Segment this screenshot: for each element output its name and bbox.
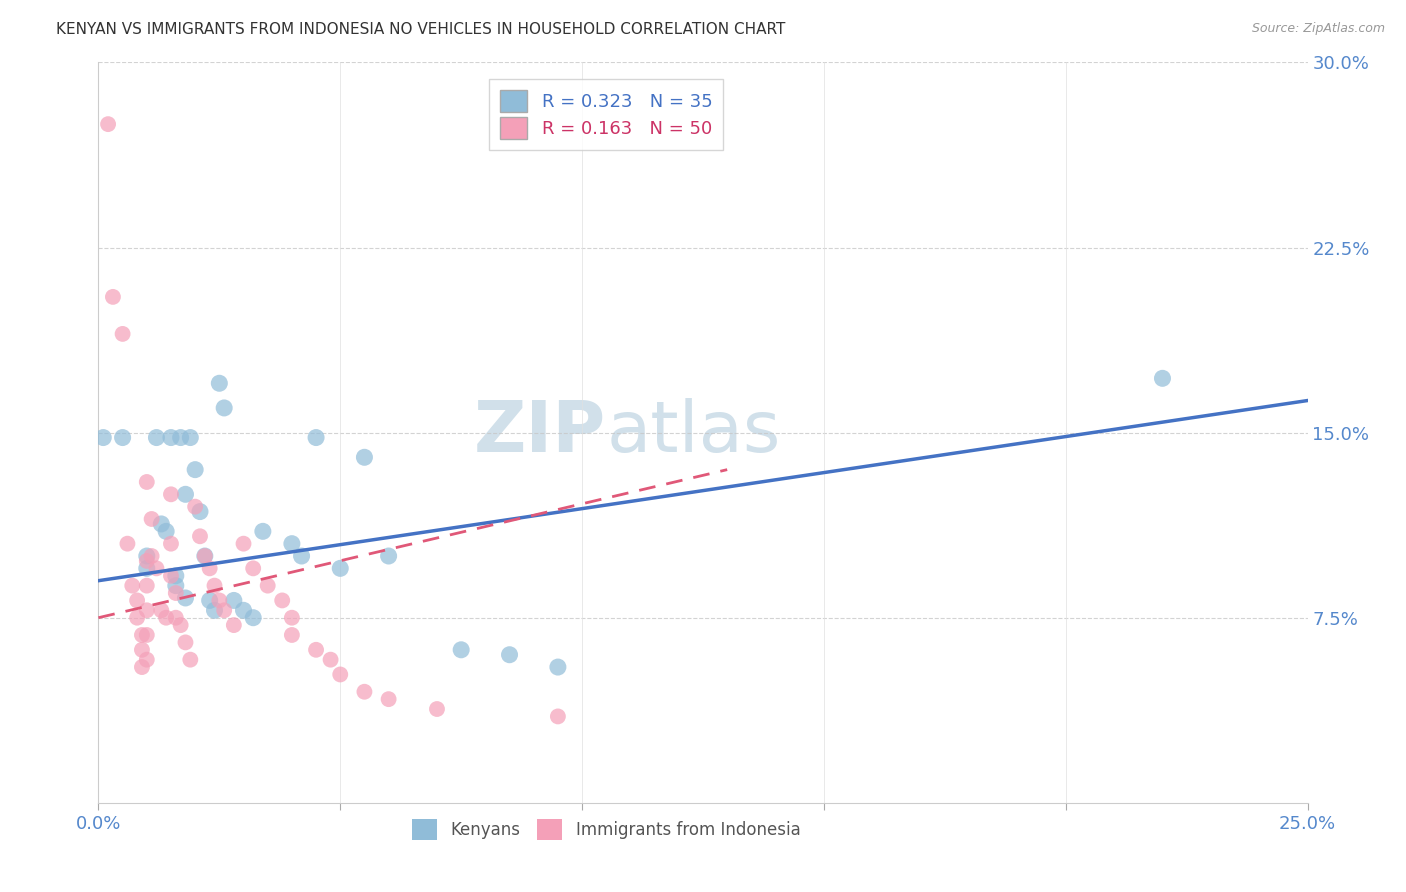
Point bbox=[165, 586, 187, 600]
Legend: Kenyans, Immigrants from Indonesia: Kenyans, Immigrants from Indonesia bbox=[405, 813, 807, 847]
Point bbox=[242, 610, 264, 624]
Point bbox=[131, 660, 153, 674]
Point bbox=[547, 660, 569, 674]
Point bbox=[174, 487, 197, 501]
Point bbox=[329, 667, 352, 681]
Point bbox=[155, 524, 177, 539]
Point bbox=[305, 642, 328, 657]
Point bbox=[131, 642, 153, 657]
Point bbox=[135, 554, 157, 568]
Point bbox=[252, 524, 274, 539]
Point bbox=[353, 685, 375, 699]
Point bbox=[1152, 371, 1174, 385]
Point bbox=[281, 536, 304, 550]
Point bbox=[165, 610, 187, 624]
Point bbox=[145, 431, 167, 445]
Text: atlas: atlas bbox=[606, 398, 780, 467]
Point bbox=[377, 549, 399, 563]
Point bbox=[204, 579, 226, 593]
Point bbox=[198, 593, 221, 607]
Point bbox=[121, 579, 143, 593]
Point bbox=[281, 628, 304, 642]
Point bbox=[135, 475, 157, 489]
Point bbox=[117, 536, 139, 550]
Text: Source: ZipAtlas.com: Source: ZipAtlas.com bbox=[1251, 22, 1385, 36]
Point bbox=[290, 549, 312, 563]
Point bbox=[135, 549, 157, 563]
Point bbox=[198, 561, 221, 575]
Point bbox=[135, 653, 157, 667]
Point bbox=[256, 579, 278, 593]
Point bbox=[242, 561, 264, 575]
Point bbox=[281, 610, 304, 624]
Text: KENYAN VS IMMIGRANTS FROM INDONESIA NO VEHICLES IN HOUSEHOLD CORRELATION CHART: KENYAN VS IMMIGRANTS FROM INDONESIA NO V… bbox=[56, 22, 786, 37]
Point bbox=[169, 618, 191, 632]
Point bbox=[127, 610, 149, 624]
Point bbox=[184, 462, 207, 476]
Point bbox=[426, 702, 449, 716]
Point bbox=[353, 450, 375, 465]
Point bbox=[305, 431, 328, 445]
Text: ZIP: ZIP bbox=[474, 398, 606, 467]
Point bbox=[131, 628, 153, 642]
Point bbox=[141, 512, 163, 526]
Point bbox=[232, 603, 254, 617]
Point bbox=[165, 568, 187, 582]
Point bbox=[188, 505, 211, 519]
Point bbox=[179, 431, 201, 445]
Point bbox=[141, 549, 163, 563]
Point bbox=[232, 536, 254, 550]
Point bbox=[194, 549, 217, 563]
Point bbox=[150, 603, 173, 617]
Point bbox=[450, 642, 472, 657]
Point bbox=[160, 536, 183, 550]
Point bbox=[169, 431, 191, 445]
Point bbox=[498, 648, 520, 662]
Point bbox=[212, 603, 235, 617]
Point bbox=[135, 603, 157, 617]
Point bbox=[91, 431, 114, 445]
Point bbox=[165, 579, 187, 593]
Point bbox=[222, 593, 245, 607]
Point bbox=[329, 561, 352, 575]
Point bbox=[145, 561, 167, 575]
Point bbox=[222, 618, 245, 632]
Point bbox=[271, 593, 294, 607]
Point bbox=[319, 653, 342, 667]
Point bbox=[212, 401, 235, 415]
Point bbox=[208, 593, 231, 607]
Point bbox=[174, 591, 197, 605]
Point bbox=[127, 593, 149, 607]
Point bbox=[179, 653, 201, 667]
Point bbox=[208, 376, 231, 391]
Point bbox=[174, 635, 197, 649]
Point bbox=[150, 516, 173, 531]
Point bbox=[135, 561, 157, 575]
Point bbox=[160, 568, 183, 582]
Point bbox=[111, 431, 134, 445]
Point bbox=[194, 549, 217, 563]
Point bbox=[184, 500, 207, 514]
Point bbox=[97, 117, 120, 131]
Point bbox=[135, 628, 157, 642]
Point bbox=[547, 709, 569, 723]
Point bbox=[188, 529, 211, 543]
Point bbox=[160, 431, 183, 445]
Point bbox=[111, 326, 134, 341]
Point bbox=[160, 487, 183, 501]
Point bbox=[101, 290, 124, 304]
Point bbox=[204, 603, 226, 617]
Point bbox=[135, 579, 157, 593]
Point bbox=[155, 610, 177, 624]
Point bbox=[377, 692, 399, 706]
